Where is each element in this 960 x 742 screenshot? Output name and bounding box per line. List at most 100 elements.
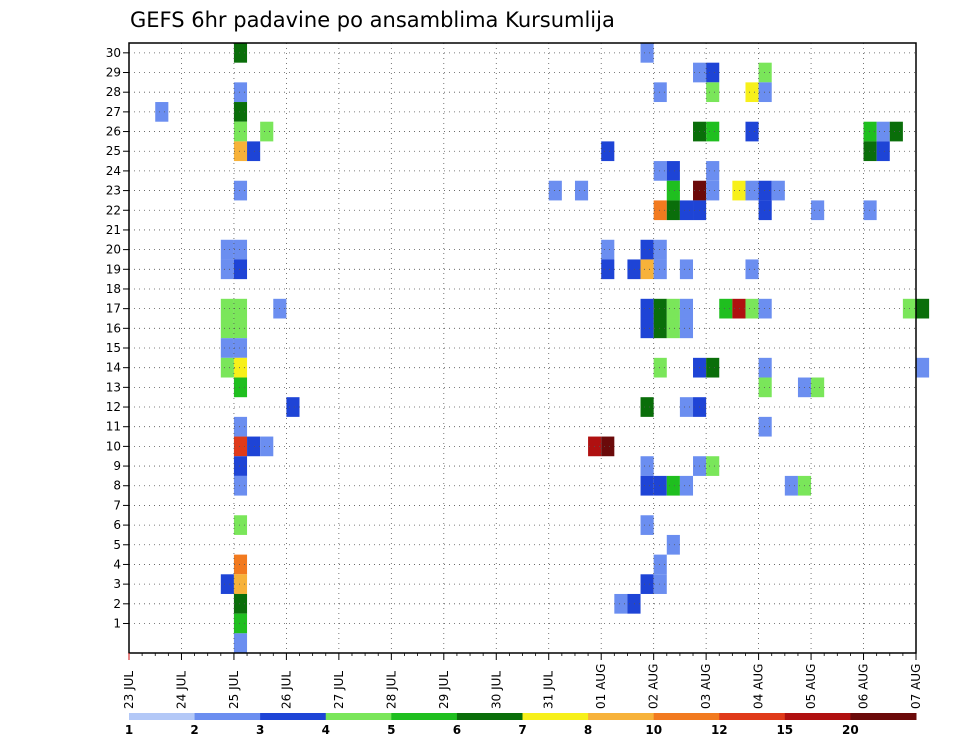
data-cells	[155, 43, 930, 653]
grid-lines	[129, 43, 916, 653]
colorbar-swatch	[784, 713, 851, 720]
x-tick-label: 23 JUL	[122, 671, 136, 709]
y-tick-label: 12	[106, 400, 121, 414]
y-tick-label: 9	[113, 459, 121, 473]
heat-cell	[155, 102, 169, 122]
heat-cell	[916, 298, 930, 319]
heat-cell	[640, 43, 654, 63]
heat-cell	[666, 534, 680, 555]
heat-cell	[653, 318, 667, 339]
heat-cell	[233, 318, 248, 339]
heat-cell	[233, 338, 248, 358]
heat-cell	[666, 200, 680, 221]
y-tick-label: 29	[106, 66, 121, 80]
heat-cell	[601, 436, 615, 457]
heat-cell	[876, 121, 890, 142]
heat-cell	[233, 593, 248, 614]
heat-cell	[640, 574, 654, 594]
heat-cell	[653, 475, 667, 496]
heat-cell	[233, 259, 248, 280]
heat-cell	[640, 475, 654, 496]
heat-cell	[706, 121, 720, 142]
x-tick-label: 05 AUG	[804, 664, 818, 709]
y-tick-label: 13	[106, 380, 121, 394]
heat-cell	[614, 593, 628, 614]
heat-cell	[233, 436, 248, 457]
x-tick-label: 26 JUL	[279, 671, 293, 709]
heat-cell	[666, 180, 680, 201]
heat-cell	[640, 456, 654, 476]
colorbar-label: 3	[256, 723, 264, 737]
heat-cell	[233, 141, 248, 162]
colorbar-swatch	[325, 713, 392, 720]
x-tick-label: 02 AUG	[647, 664, 661, 709]
x-tick-label: 30 JUL	[489, 671, 503, 709]
heat-cell	[220, 298, 234, 319]
heat-cell	[220, 239, 234, 260]
heat-cell	[627, 259, 641, 280]
heat-cell	[666, 318, 680, 339]
heat-cell	[732, 180, 746, 201]
colorbar-label: 2	[190, 723, 198, 737]
x-tick-label: 04 AUG	[752, 664, 766, 709]
colorbar-swatch	[129, 713, 196, 720]
heat-cell	[233, 613, 248, 634]
y-tick-label: 6	[113, 518, 121, 532]
heat-cell	[758, 377, 772, 398]
y-tick-label: 1	[113, 616, 121, 630]
heat-cell	[916, 357, 930, 378]
heat-cell	[233, 43, 248, 63]
x-tick-label: 03 AUG	[699, 664, 713, 709]
heat-cell	[653, 200, 667, 221]
y-tick-label: 8	[113, 479, 121, 493]
y-tick-label: 10	[106, 439, 121, 453]
heat-cell	[220, 338, 234, 358]
heat-cell	[220, 259, 234, 280]
heat-cell	[666, 475, 680, 496]
heat-cell	[627, 593, 641, 614]
heat-cell	[706, 82, 720, 103]
x-tick-label: 28 JUL	[384, 671, 398, 709]
heat-cell	[640, 298, 654, 319]
heat-cell	[863, 121, 877, 142]
heat-cell	[247, 436, 261, 457]
heat-cell	[233, 180, 248, 201]
heat-cell	[811, 377, 825, 398]
y-tick-label: 27	[106, 105, 121, 119]
x-tick-label: 25 JUL	[227, 671, 241, 709]
heat-cell	[745, 82, 759, 103]
heat-cell	[286, 397, 300, 417]
heat-cell	[745, 180, 759, 201]
heat-cell	[233, 475, 248, 496]
heat-cell	[889, 121, 903, 142]
heat-cell	[233, 377, 248, 398]
heat-cell	[233, 298, 248, 319]
y-tick-label: 26	[106, 125, 121, 139]
heat-cell	[666, 161, 680, 181]
heat-cell	[679, 397, 694, 417]
heat-cell	[706, 62, 720, 83]
y-tick-label: 18	[106, 282, 121, 296]
heat-cell	[653, 161, 667, 181]
heat-cell	[758, 180, 772, 201]
heat-cell	[233, 515, 248, 535]
x-tick-label: 06 AUG	[857, 664, 871, 709]
colorbar-label: 1	[125, 723, 133, 737]
heat-cell	[758, 200, 772, 221]
heat-cell	[758, 416, 772, 437]
heat-cell	[233, 416, 248, 437]
heat-cell	[653, 554, 667, 575]
y-tick-label: 4	[113, 557, 121, 571]
colorbar-label: 15	[776, 723, 793, 737]
colorbar-label: 12	[711, 723, 728, 737]
y-tick-label: 19	[106, 262, 121, 276]
heat-cell	[233, 574, 248, 594]
colorbar-swatch	[719, 713, 786, 720]
y-tick-label: 20	[106, 243, 121, 257]
heat-cell	[233, 456, 248, 476]
heat-cell	[260, 121, 274, 142]
colorbar-swatch	[522, 713, 589, 720]
colorbar-swatch	[588, 713, 655, 720]
heat-cell	[233, 357, 248, 378]
heat-cell	[601, 259, 615, 280]
